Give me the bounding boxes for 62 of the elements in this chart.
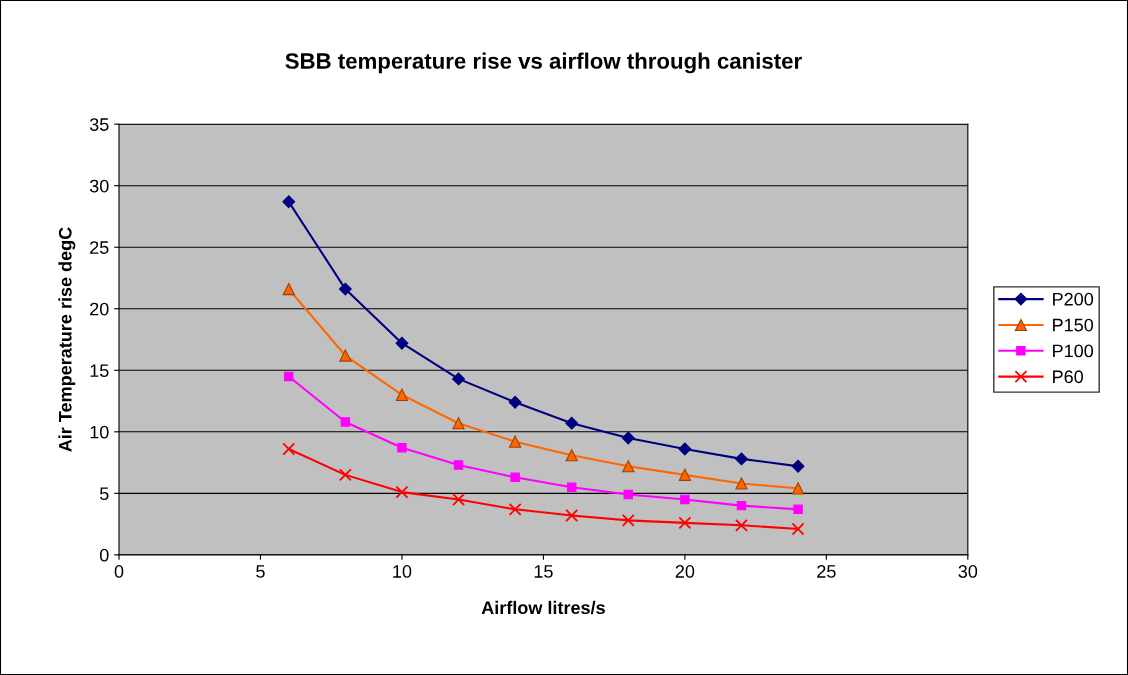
point: [735, 518, 748, 532]
x-tick-label: 5: [256, 565, 265, 578]
point: [678, 442, 692, 456]
point: [680, 494, 690, 505]
point: [395, 336, 409, 350]
point: [395, 485, 409, 499]
chart-title: SBB temperature rise vs airflow through canister: [285, 52, 802, 74]
point: [452, 372, 465, 386]
x-tick-label: 30: [958, 565, 978, 578]
legend-label: P150: [1053, 318, 1094, 332]
point: [282, 442, 296, 456]
point: [453, 460, 464, 470]
point: [508, 395, 522, 409]
point: [735, 477, 748, 490]
y-tick-label: 10: [90, 425, 109, 439]
point: [735, 452, 748, 466]
x-tick-label: 20: [675, 565, 695, 578]
point: [397, 443, 407, 453]
y-tick-label: 5: [99, 487, 109, 501]
point: [508, 502, 522, 516]
y-tick-label: 20: [90, 302, 109, 316]
point: [340, 417, 351, 427]
point: [791, 459, 805, 473]
point: [791, 522, 805, 536]
legend-label: P100: [1053, 344, 1094, 358]
point: [510, 472, 520, 483]
y-tick-label: 30: [89, 179, 109, 193]
point: [621, 431, 635, 445]
point: [565, 416, 579, 430]
point: [452, 493, 465, 506]
point: [791, 482, 805, 495]
x-tick-label: 0: [114, 565, 124, 578]
y-tick-label: 15: [90, 364, 109, 378]
legend-label: P60: [1053, 370, 1084, 384]
x-tick-label: 25: [817, 565, 836, 578]
y-tick-label: 0: [99, 548, 109, 562]
point: [395, 388, 409, 402]
x-axis-title: Airflow litres/s: [481, 600, 605, 615]
y-tick-label: 35: [89, 118, 109, 131]
legend-label: P200: [1053, 292, 1094, 306]
point: [621, 513, 635, 527]
point: [736, 500, 747, 511]
point: [284, 371, 294, 382]
point: [678, 468, 691, 481]
point: [282, 282, 295, 296]
point: [338, 282, 352, 296]
point: [452, 417, 465, 430]
x-tick-label: 10: [393, 565, 412, 578]
point: [622, 460, 635, 473]
point: [282, 195, 296, 209]
y-axis-title: Air Temperature rise degC: [58, 227, 76, 452]
point: [338, 468, 352, 482]
point: [565, 449, 578, 462]
point: [793, 504, 803, 515]
point: [565, 509, 579, 522]
point: [678, 516, 692, 530]
point: [623, 489, 634, 500]
y-tick-label: 25: [90, 241, 109, 254]
point: [566, 482, 577, 492]
x-tick-label: 15: [534, 565, 553, 578]
point: [509, 435, 522, 448]
point: [339, 349, 352, 362]
